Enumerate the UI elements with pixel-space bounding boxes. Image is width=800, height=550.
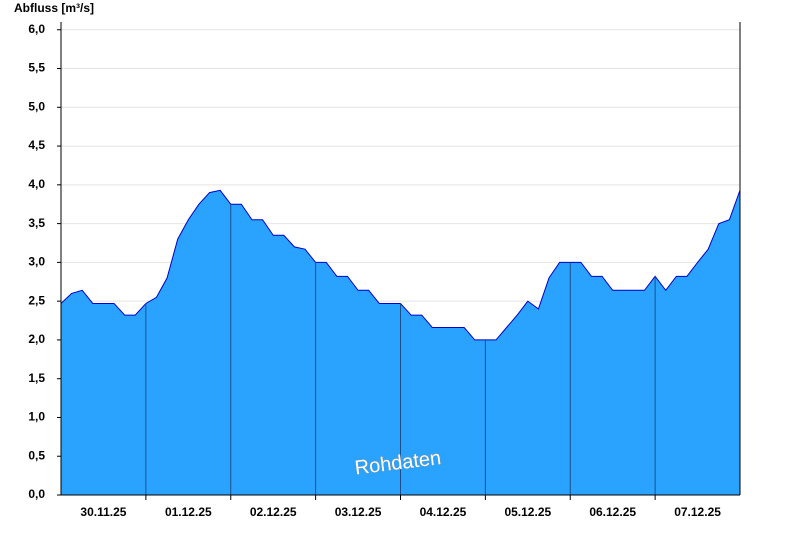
x-tick-label: 04.12.25 bbox=[420, 505, 467, 519]
y-tick-label: 4,5 bbox=[28, 138, 45, 152]
y-tick-label: 3,5 bbox=[28, 216, 45, 230]
y-tick-label: 3,0 bbox=[28, 255, 45, 269]
y-tick-label: 0,5 bbox=[28, 448, 45, 462]
y-tick-label: 5,5 bbox=[28, 61, 45, 75]
x-tick-label: 30.11.25 bbox=[80, 505, 126, 519]
y-tick-label: 4,0 bbox=[28, 177, 45, 191]
x-tick-label: 03.12.25 bbox=[335, 505, 382, 519]
x-tick-label: 07.12.25 bbox=[674, 505, 721, 519]
y-tick-label: 1,5 bbox=[28, 371, 45, 385]
x-tick-label: 05.12.25 bbox=[504, 505, 551, 519]
x-tick-label: 02.12.25 bbox=[250, 505, 297, 519]
y-tick-label: 5,0 bbox=[28, 99, 45, 113]
axis-title: Abfluss [m³/s] bbox=[14, 1, 94, 15]
y-tick-label: 0,0 bbox=[28, 487, 45, 501]
y-tick-label: 2,0 bbox=[28, 332, 45, 346]
y-tick-label: 6,0 bbox=[28, 22, 45, 36]
y-tick-label: 1,0 bbox=[28, 410, 45, 424]
x-tick-label: 01.12.25 bbox=[165, 505, 212, 519]
x-tick-label: 06.12.25 bbox=[589, 505, 636, 519]
y-tick-label: 2,5 bbox=[28, 293, 45, 307]
